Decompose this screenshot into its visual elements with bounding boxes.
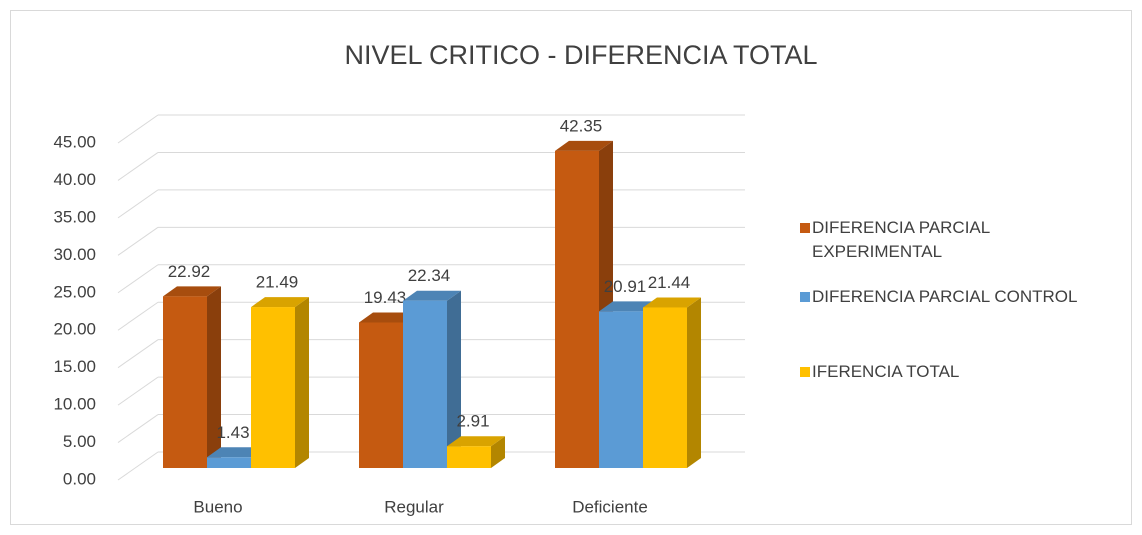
y-tick-label: 35.00 <box>53 207 96 226</box>
grid-line <box>117 189 159 219</box>
grid-line <box>117 301 159 331</box>
bar <box>403 300 447 468</box>
bar-top <box>643 297 701 308</box>
bar <box>207 457 251 468</box>
bar <box>251 307 295 468</box>
bar-top <box>599 301 657 312</box>
grid-line <box>117 339 159 369</box>
bar <box>599 311 643 468</box>
x-tick-label: Deficiente <box>572 497 648 516</box>
data-label: 21.44 <box>648 273 691 292</box>
bar-side <box>491 436 505 468</box>
bar-side <box>447 290 461 468</box>
grid-line <box>117 152 159 181</box>
bar-top <box>359 312 417 323</box>
legend-label: DIFERENCIA PARCIAL EXPERIMENTAL <box>812 218 990 261</box>
legend-swatch <box>800 292 810 302</box>
bar-top <box>403 290 461 301</box>
y-tick-label: 30.00 <box>53 245 96 264</box>
data-label: 1.43 <box>216 423 249 442</box>
y-tick-label: 10.00 <box>53 395 96 414</box>
legend-swatch <box>800 367 810 377</box>
legend-label: IFERENCIA TOTAL <box>812 362 960 381</box>
y-tick-label: 45.00 <box>53 132 96 151</box>
legend-label: DIFERENCIA PARCIAL CONTROL <box>812 287 1078 306</box>
grid-line <box>117 264 159 294</box>
bar-top <box>163 286 221 297</box>
bar-side <box>207 286 221 468</box>
data-label: 21.49 <box>256 273 299 292</box>
x-tick-label: Regular <box>384 497 444 516</box>
grid-line <box>117 451 159 481</box>
data-label: 2.91 <box>456 412 489 431</box>
bar-top <box>251 297 309 308</box>
y-tick-label: 25.00 <box>53 282 96 301</box>
chart-title: NIVEL CRITICO - DIFERENCIA TOTAL <box>344 40 817 70</box>
grid-line <box>117 376 159 406</box>
legend-swatch <box>800 223 810 233</box>
bar-side <box>687 297 701 468</box>
x-tick-label: Bueno <box>193 497 242 516</box>
bar-top <box>555 140 613 151</box>
bar <box>359 322 403 468</box>
data-label: 42.35 <box>560 116 603 135</box>
data-label: 20.91 <box>604 277 647 296</box>
bar <box>643 307 687 468</box>
bar-top <box>207 447 265 458</box>
y-tick-label: 15.00 <box>53 357 96 376</box>
data-label: 22.92 <box>168 262 211 281</box>
bar <box>163 296 207 468</box>
grid-line <box>117 414 159 443</box>
data-label: 22.34 <box>408 266 451 285</box>
bar-side <box>295 297 309 468</box>
y-tick-label: 40.00 <box>53 170 96 189</box>
data-label: 19.43 <box>364 288 407 307</box>
bar <box>555 150 599 468</box>
y-tick-label: 5.00 <box>63 432 96 451</box>
grid-line <box>117 226 159 256</box>
y-tick-label: 20.00 <box>53 320 96 339</box>
bar-top <box>447 436 505 447</box>
grid-line <box>117 114 159 144</box>
y-tick-label: 0.00 <box>63 469 96 488</box>
bar <box>447 446 491 468</box>
